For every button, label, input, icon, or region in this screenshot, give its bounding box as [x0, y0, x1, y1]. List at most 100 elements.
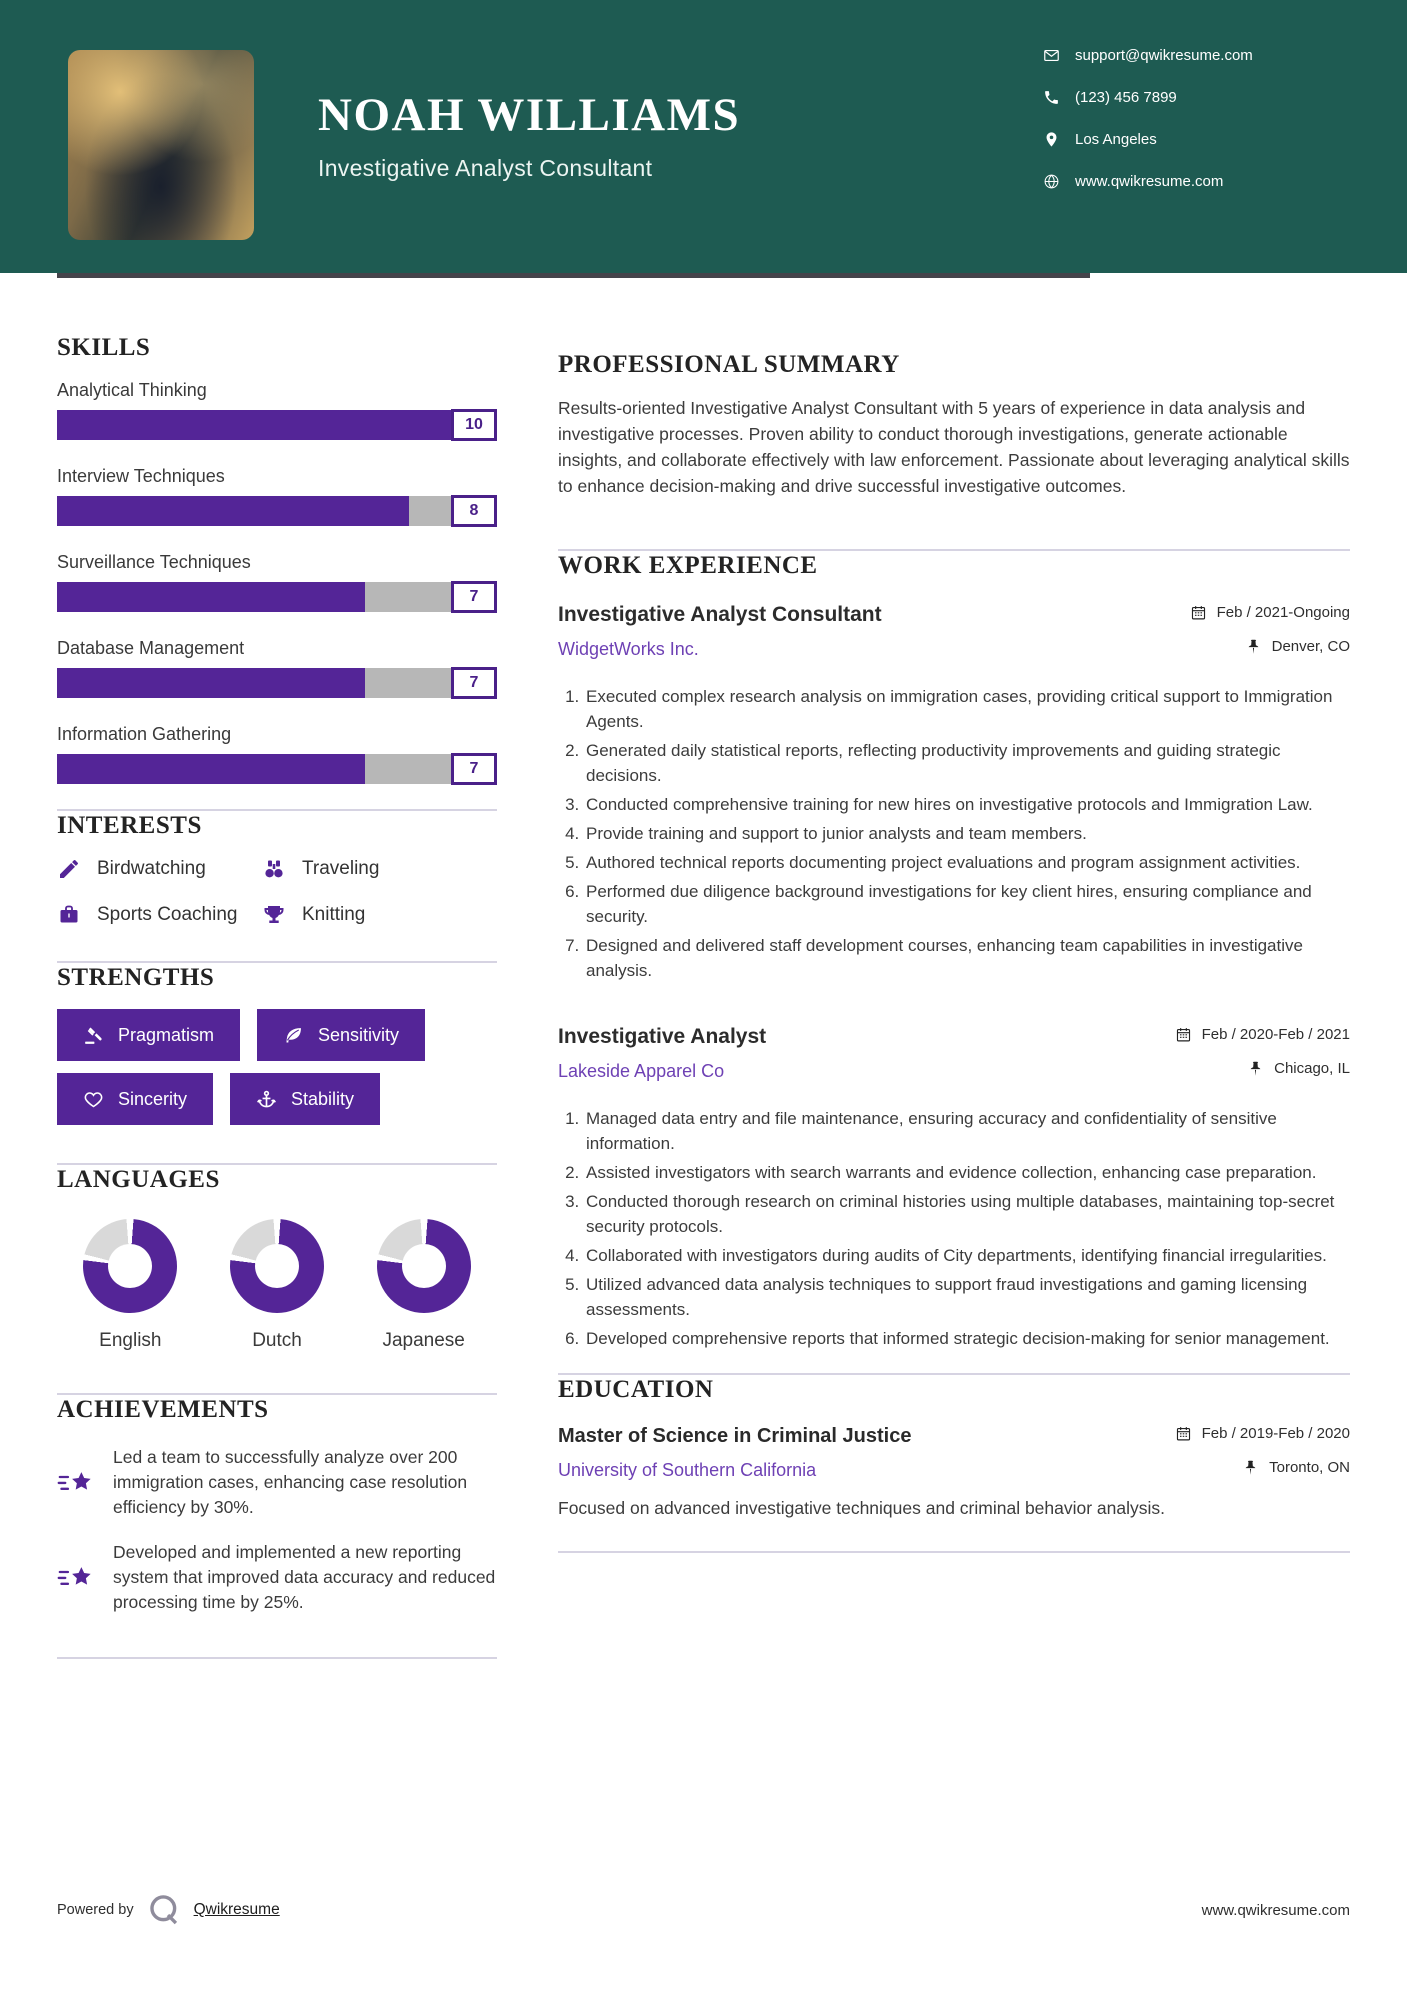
language-label: Dutch [252, 1330, 302, 1351]
job-bullet: Collaborated with investigators during a… [584, 1243, 1350, 1268]
heart-icon [83, 1089, 104, 1110]
company-link[interactable]: WidgetWorks Inc. [558, 639, 699, 659]
education-description: Focused on advanced investigative techni… [558, 1498, 1166, 1518]
contact-item[interactable]: www.qwikresume.com [1043, 168, 1253, 194]
achievements-list: Led a team to successfully analyze over … [57, 1445, 497, 1615]
skill-value-badge: 10 [451, 409, 497, 441]
globe-icon [1043, 173, 1060, 190]
job-bullet: Authored technical reports documenting p… [584, 850, 1350, 875]
divider [558, 549, 1350, 551]
pushpin-icon [1247, 1060, 1264, 1077]
calendar-icon [1175, 1026, 1192, 1043]
binoculars-icon [262, 857, 286, 881]
candidate-title: Investigative Analyst Consultant [318, 155, 653, 181]
job-location: Chicago, IL [1247, 1060, 1350, 1077]
school-link[interactable]: University of Southern California [558, 1460, 817, 1480]
job-location-text: Chicago, IL [1274, 1060, 1350, 1077]
footer-website[interactable]: www.qwikresume.com [1201, 1901, 1350, 1919]
achievement-text: Led a team to successfully analyze over … [113, 1447, 468, 1517]
achievements-heading: ACHIEVEMENTS [57, 1396, 269, 1423]
shooting-star-icon [57, 1542, 95, 1615]
language-donut-chart [376, 1219, 471, 1313]
contact-item[interactable]: (123) 456 7899 [1043, 84, 1253, 110]
strength-label: Pragmatism [118, 1024, 215, 1045]
leaf-icon [283, 1025, 304, 1046]
skill-label: Surveillance Techniques [57, 552, 251, 572]
education-entry: Master of Science in Criminal Justice Fe… [558, 1423, 1350, 1481]
strength-label: Sincerity [118, 1088, 188, 1109]
skill-bar-fill [57, 668, 365, 698]
contact-text: (123) 456 7899 [1075, 88, 1177, 106]
job-location-text: Denver, CO [1271, 638, 1350, 655]
skill-item: Interview Techniques 8 [57, 465, 497, 527]
calendar-icon [1190, 604, 1207, 621]
left-column: SKILLS Analytical Thinking 10 Interview Te… [57, 333, 497, 1659]
interest-label: Birdwatching [97, 858, 206, 879]
language-donut-chart [230, 1219, 324, 1313]
skill-item: Information Gathering 7 [57, 723, 497, 785]
identity-block: NOAH WILLIAMS Investigative Analyst Cons… [318, 92, 740, 182]
skill-value-badge: 7 [451, 753, 497, 785]
contact-item[interactable]: support@qwikresume.com [1043, 42, 1253, 68]
calendar-icon [1175, 1425, 1192, 1442]
skill-label: Database Management [57, 638, 245, 658]
skill-value-badge: 7 [451, 667, 497, 699]
job-bullet: Managed data entry and file maintenance,… [584, 1106, 1350, 1156]
job-bullet: Executed complex research analysis on im… [584, 684, 1350, 734]
interests-heading: INTERESTS [57, 812, 202, 839]
education-dates-text: Feb / 2019-Feb / 2020 [1201, 1425, 1350, 1442]
interest-item: Birdwatching [57, 857, 262, 881]
strengths-list: Pragmatism Sensitivity Sincerity Stability [57, 1009, 497, 1125]
achievement-text: Developed and implemented a new reportin… [113, 1542, 496, 1612]
language-item: Dutch [204, 1219, 351, 1352]
education-heading: EDUCATION [558, 1376, 714, 1403]
company-link[interactable]: Lakeside Apparel Co [558, 1061, 725, 1081]
contact-item[interactable]: Los Angeles [1043, 126, 1253, 152]
language-item: Japanese [350, 1219, 497, 1352]
candidate-name: NOAH WILLIAMS [318, 89, 741, 141]
skill-item: Analytical Thinking 10 [57, 379, 497, 441]
qwikresume-logo-icon [147, 1893, 181, 1927]
strengths-heading: STRENGTHS [57, 964, 215, 991]
skill-bar: 8 [57, 495, 497, 527]
job-bullet: Generated daily statistical reports, ref… [584, 738, 1350, 788]
shooting-star-icon [57, 1447, 95, 1520]
job-entry: Investigative Analyst Consultant Feb / 20… [558, 601, 1350, 983]
skills-heading: SKILLS [57, 334, 151, 361]
language-label: Japanese [382, 1330, 465, 1351]
job-bullet: Performed due diligence background inves… [584, 879, 1350, 929]
language-donut-chart [83, 1219, 178, 1313]
job-title: Investigative Analyst Consultant [558, 603, 882, 626]
skill-label: Information Gathering [57, 724, 232, 744]
job-dates-text: Feb / 2021-Ongoing [1216, 604, 1350, 621]
interests-list: Birdwatching Traveling Sports Coaching Knit… [57, 857, 497, 927]
header-underline [57, 273, 1090, 278]
languages-list: English Dutch Japanese [57, 1219, 497, 1352]
job-dates: Feb / 2021-Ongoing [1190, 604, 1350, 621]
qwikresume-link[interactable]: Qwikresume [193, 1901, 280, 1918]
interest-label: Sports Coaching [97, 904, 238, 925]
strength-badge: Stability [230, 1073, 381, 1125]
contact-text: www.qwikresume.com [1075, 172, 1224, 190]
job-bullet-list: Executed complex research analysis on im… [558, 684, 1350, 983]
job-header: Investigative Analyst Consultant Feb / 20… [558, 601, 1350, 660]
briefcase-icon [57, 903, 81, 927]
strength-label: Sensitivity [318, 1024, 400, 1045]
right-column: PROFESSIONAL SUMMARY Results-oriented In… [558, 350, 1350, 1553]
contact-text: support@qwikresume.com [1075, 46, 1253, 64]
interest-label: Traveling [302, 858, 380, 879]
jobs-list: Investigative Analyst Consultant Feb / 20… [558, 601, 1350, 1351]
skill-bar-fill [57, 582, 365, 612]
language-label: English [99, 1330, 162, 1351]
divider [57, 1393, 497, 1395]
skill-value-badge: 7 [451, 581, 497, 613]
divider [57, 1657, 497, 1659]
skill-bar: 7 [57, 581, 497, 613]
job-bullet: Assisted investigators with search warra… [584, 1160, 1350, 1185]
strength-badge: Sincerity [57, 1073, 214, 1125]
job-bullet: Conducted comprehensive training for new… [584, 792, 1350, 817]
pencil-icon [57, 857, 81, 881]
powered-by: Powered by Qwikresume [57, 1893, 280, 1927]
trophy-icon [262, 903, 286, 927]
job-header: Investigative Analyst Feb / 2020-Feb / 20… [558, 1023, 1350, 1082]
